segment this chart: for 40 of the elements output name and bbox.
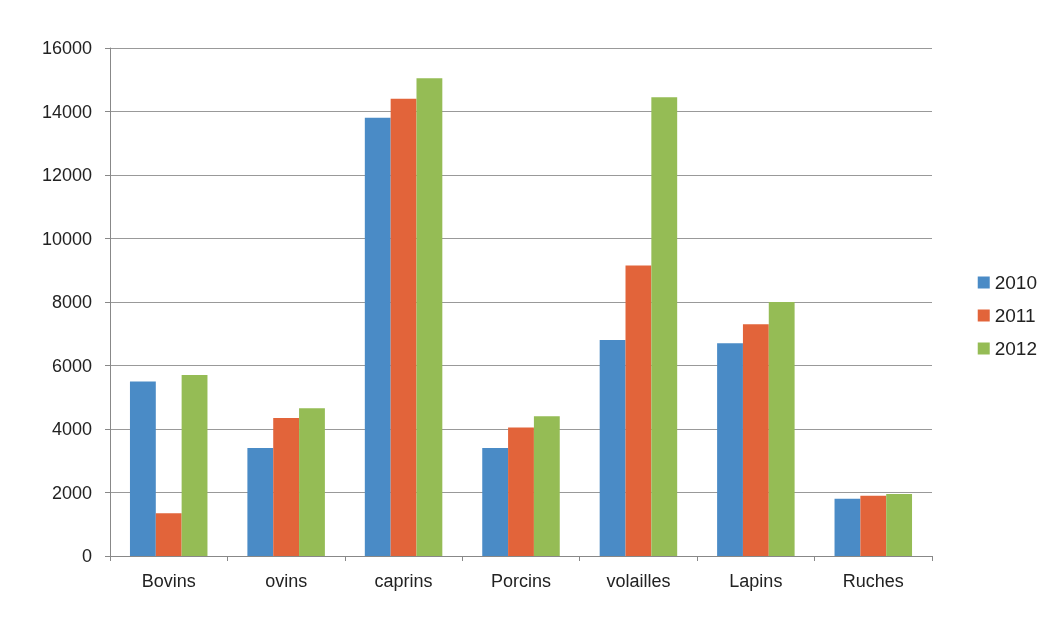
bar [533, 416, 560, 556]
bar [364, 117, 391, 556]
legend-label: 2011 [994, 305, 1036, 326]
x-tick-label: volailles [606, 571, 671, 591]
y-tick-label: 2000 [51, 482, 92, 503]
legend-label: 2012 [994, 338, 1038, 359]
y-tick-label: 16000 [41, 38, 92, 58]
bar [717, 343, 743, 556]
x-tick-label: Porcins [490, 571, 552, 591]
y-tick-label: 0 [81, 546, 92, 566]
bar [155, 513, 182, 556]
bar [129, 381, 156, 556]
bar [482, 448, 509, 556]
x-tick-label: ovins [265, 571, 308, 591]
bar [886, 494, 913, 556]
bar [416, 78, 443, 556]
x-tick-label: Ruches [842, 571, 904, 591]
bar [768, 302, 795, 556]
bar [651, 97, 678, 556]
bar [834, 498, 861, 556]
x-tick-label: caprins [374, 571, 433, 591]
bar [625, 265, 652, 556]
y-tick-label: 6000 [51, 355, 92, 376]
bar [273, 417, 300, 556]
bar [299, 408, 325, 556]
x-tick-label: Bovins [141, 571, 196, 591]
y-tick-label: 12000 [41, 165, 92, 185]
bar [860, 495, 887, 556]
legend-label: 2010 [994, 272, 1038, 293]
bar [247, 448, 274, 556]
y-tick-label: 8000 [51, 292, 92, 312]
x-tick-label: Lapins [729, 571, 783, 591]
y-tick-label: 14000 [41, 101, 92, 122]
bar [181, 375, 208, 556]
bar [508, 427, 534, 556]
bar [742, 324, 769, 556]
y-tick-label: 10000 [41, 228, 92, 249]
y-tick-label: 4000 [51, 419, 92, 439]
bar [390, 98, 417, 556]
bar [599, 340, 626, 556]
